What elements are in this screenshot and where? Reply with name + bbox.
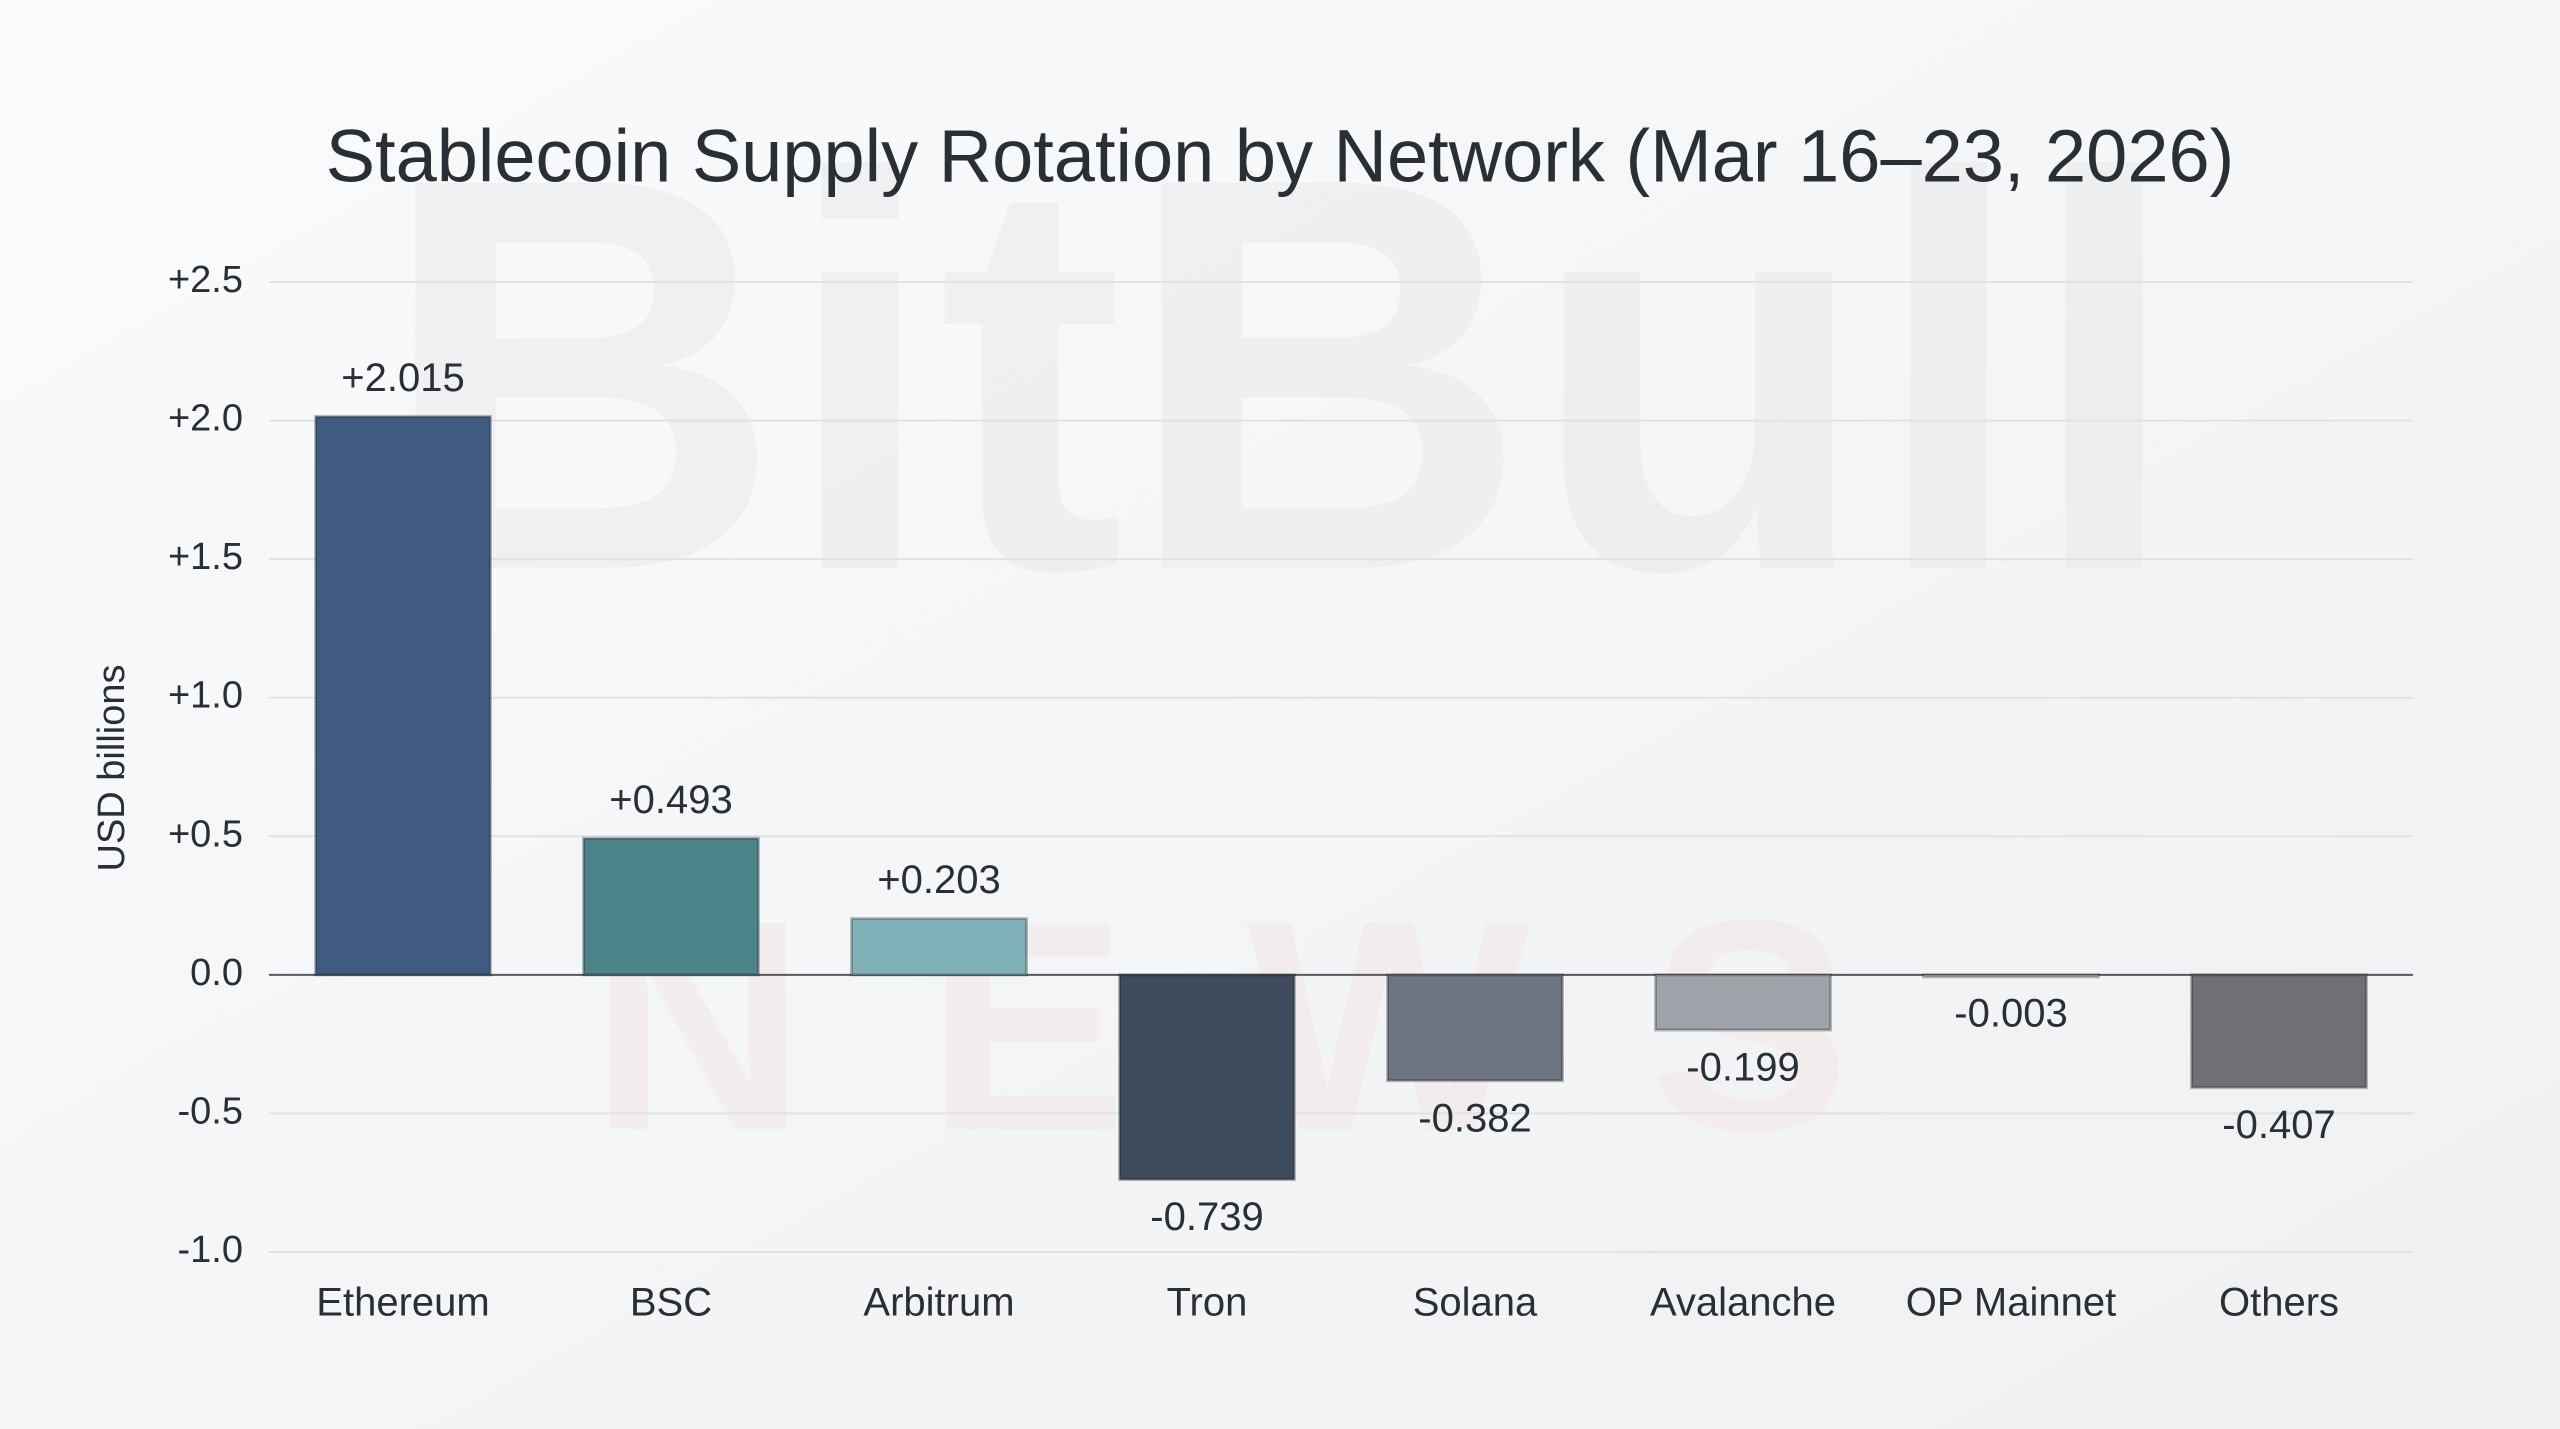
y-tick-label: +1.5 bbox=[168, 536, 243, 578]
bar bbox=[1118, 973, 1296, 1182]
value-label: +0.493 bbox=[609, 778, 732, 822]
bar bbox=[1922, 973, 2100, 979]
x-tick-label: OP Mainnet bbox=[1906, 1281, 2117, 1325]
x-tick-label: Solana bbox=[1413, 1281, 1538, 1325]
watermark: BitBull bbox=[378, 61, 2182, 687]
x-tick-label: BSC bbox=[630, 1281, 712, 1325]
bar bbox=[2190, 973, 2368, 1090]
value-label: -0.739 bbox=[1150, 1195, 1263, 1239]
y-tick-label: +2.0 bbox=[168, 398, 243, 440]
y-tick-label: -1.0 bbox=[178, 1229, 243, 1271]
x-tick-label: Others bbox=[2219, 1281, 2339, 1325]
y-tick-label: +0.5 bbox=[168, 813, 243, 855]
value-label: +2.015 bbox=[341, 356, 464, 400]
bar bbox=[1654, 973, 1832, 1032]
y-tick-label: -0.5 bbox=[178, 1090, 243, 1132]
chart-title: Stablecoin Supply Rotation by Network (M… bbox=[326, 115, 2235, 198]
value-label: +0.203 bbox=[877, 858, 1000, 902]
value-label: -0.199 bbox=[1686, 1046, 1799, 1090]
bar bbox=[850, 917, 1028, 977]
x-tick-label: Avalanche bbox=[1650, 1281, 1836, 1325]
value-label: -0.003 bbox=[1954, 991, 2067, 1035]
y-tick-label: +1.0 bbox=[168, 675, 243, 717]
y-tick-label: 0.0 bbox=[190, 952, 243, 994]
y-axis-label: USD billions bbox=[91, 665, 133, 872]
x-tick-label: Ethereum bbox=[316, 1281, 489, 1325]
x-tick-label: Arbitrum bbox=[863, 1281, 1014, 1325]
bar bbox=[582, 836, 760, 977]
value-label: -0.382 bbox=[1418, 1096, 1531, 1140]
bar bbox=[1386, 973, 1564, 1083]
value-label: -0.407 bbox=[2222, 1103, 2335, 1147]
y-tick-label: +2.5 bbox=[168, 259, 243, 301]
x-tick-label: Tron bbox=[1167, 1281, 1248, 1325]
bar bbox=[314, 414, 492, 977]
